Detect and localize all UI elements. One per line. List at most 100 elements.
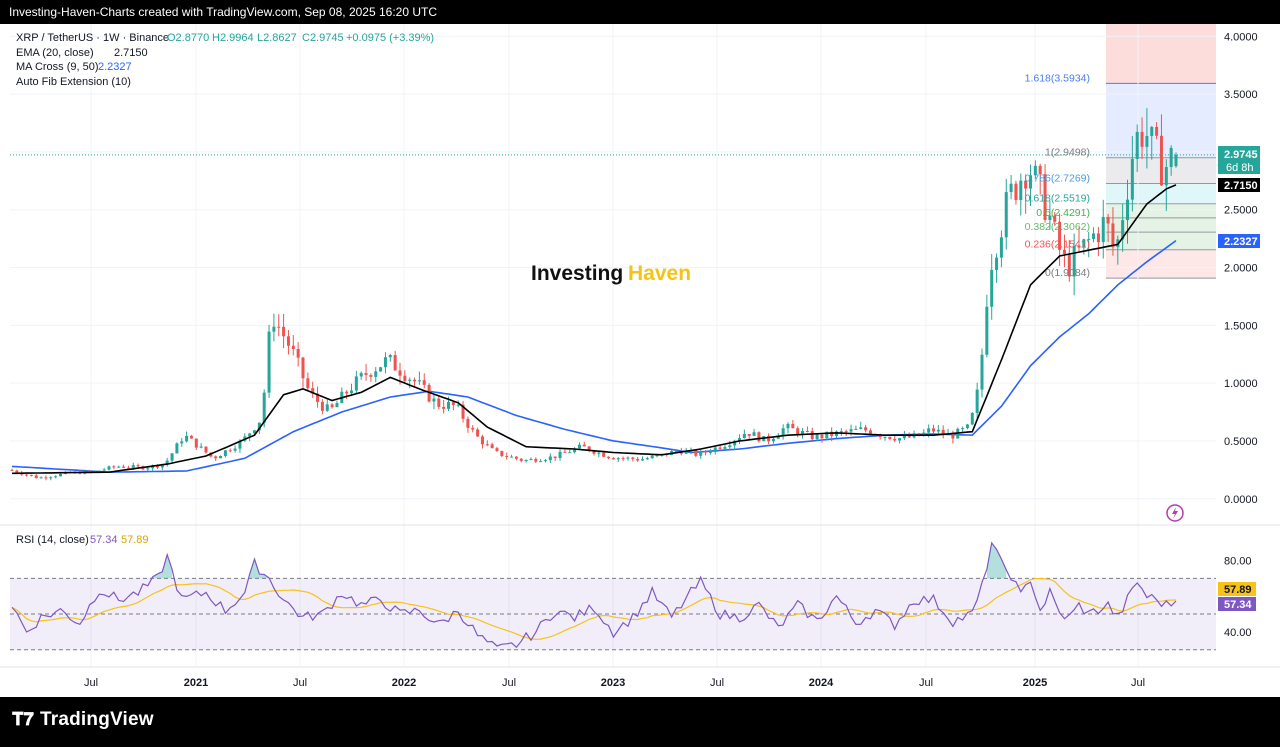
candle-body (413, 379, 417, 382)
time-axis[interactable]: Jul 2021 Jul 2022 Jul 2023 Jul 2024 Jul 2025 Jul (84, 677, 1145, 689)
candle-body (233, 448, 237, 451)
candle-body (442, 406, 446, 409)
candle-body (951, 433, 955, 439)
rsi-ob-fill (152, 554, 173, 579)
candle-body (563, 451, 567, 453)
candle-body (252, 430, 257, 434)
ma-badge-value: 2.2327 (1224, 236, 1258, 248)
candle-body (694, 450, 698, 456)
candle-body (49, 477, 53, 479)
candle-body (582, 444, 586, 447)
candle-body (1125, 199, 1130, 221)
price-axis[interactable]: 4.00003.50003.00002.50002.00001.50001.00… (1224, 31, 1258, 505)
rsi-ob-fill (986, 542, 1007, 579)
fib-label: 0.382(2.3062) (1025, 221, 1090, 233)
candle-body (379, 367, 383, 372)
footer: 𝐓𝟕 TradingView (0, 697, 1280, 747)
candle-body (495, 448, 499, 451)
candle-body (1159, 135, 1163, 186)
rsi-levels (10, 577, 1216, 651)
tradingview-logo[interactable]: 𝐓𝟕 TradingView (12, 709, 154, 731)
ma-cross-line (11, 239, 1177, 474)
watermark-investing: Investing (531, 262, 623, 285)
candle-body (1101, 216, 1105, 243)
candle-body (1043, 174, 1047, 220)
candle-body (553, 456, 557, 459)
candle-body (543, 460, 548, 462)
candle-body (277, 326, 281, 328)
fib-label: 1(2.9498) (1045, 147, 1090, 159)
candle-body (102, 469, 106, 471)
candle-body (568, 452, 572, 454)
candle-body (374, 371, 378, 377)
candle-body (888, 436, 892, 440)
candle-body (1058, 221, 1062, 250)
candle-body (126, 467, 130, 469)
candle-body (490, 444, 494, 449)
candle-body (708, 452, 712, 454)
watermark-haven: Haven (628, 262, 691, 285)
candle-body (359, 373, 363, 377)
candle-body (1038, 165, 1042, 175)
candle-body (1169, 147, 1173, 168)
candle-body (757, 432, 761, 442)
candle-body (204, 446, 208, 453)
rsi-axis[interactable]: 80.00 40.00 (1224, 556, 1252, 639)
candle-body (514, 456, 518, 459)
candle-body (92, 470, 96, 472)
candle-body (907, 435, 911, 438)
candle-body (864, 427, 868, 431)
candle-body (723, 447, 727, 449)
candle-body (199, 446, 203, 448)
candle-body (131, 465, 135, 468)
time-tick-label: Jul (919, 677, 933, 689)
candle-body (15, 470, 19, 473)
candle-body (393, 355, 397, 371)
candle-body (791, 423, 795, 429)
candle-body (796, 428, 800, 435)
rsi-ma-badge-value: 57.89 (1224, 584, 1252, 596)
legend-high: H2.9964 (212, 32, 254, 44)
candle-body (228, 450, 232, 452)
candle-body (825, 431, 829, 439)
candle-body (805, 431, 809, 433)
fib-label: 1.618(3.5934) (1025, 72, 1090, 84)
candle-body (34, 475, 38, 479)
fib-label: 0.5(2.4291) (1036, 207, 1090, 219)
ma-cross-path (11, 239, 1177, 474)
candle-body (1072, 245, 1076, 277)
ema-badge-value: 2.7150 (1224, 180, 1258, 192)
candle-body (878, 435, 882, 438)
legend-symbol: XRP / TetherUS · 1W · Binance (16, 32, 169, 44)
candle-body (849, 429, 853, 432)
candle-body (1028, 175, 1033, 189)
candle-body (180, 441, 184, 444)
price-tick-label: 4.0000 (1224, 31, 1258, 43)
ema-path (12, 184, 1177, 475)
candle-body (999, 237, 1003, 258)
time-tick-label: 2025 (1023, 677, 1047, 689)
candle-body (408, 379, 412, 381)
price-tick-label: 2.5000 (1224, 205, 1258, 217)
lightning-icon[interactable] (1166, 504, 1184, 522)
candle-body (88, 470, 92, 472)
candle-body (223, 450, 227, 457)
time-tick-label: Jul (1131, 677, 1145, 689)
candle-body (160, 464, 164, 468)
chart-canvas[interactable]: 1.618(3.5934) 1(2.9498) 0.786(2.7269) 0.618… (0, 24, 1280, 697)
ema-line (12, 184, 1177, 475)
rsi-ma-badge (1218, 582, 1256, 596)
price-tick-label: 1.5000 (1224, 320, 1258, 332)
candle-body (611, 458, 615, 460)
candle-body (257, 422, 261, 431)
candle-body (597, 452, 601, 454)
candle-body (883, 436, 887, 438)
candle-body (767, 436, 771, 442)
candle-body (500, 450, 504, 456)
candle-body (577, 444, 581, 449)
candle-body (219, 456, 223, 459)
candle-body (747, 433, 751, 436)
candle-body (214, 456, 218, 459)
candle-body (44, 477, 48, 479)
candle-body (737, 438, 742, 441)
